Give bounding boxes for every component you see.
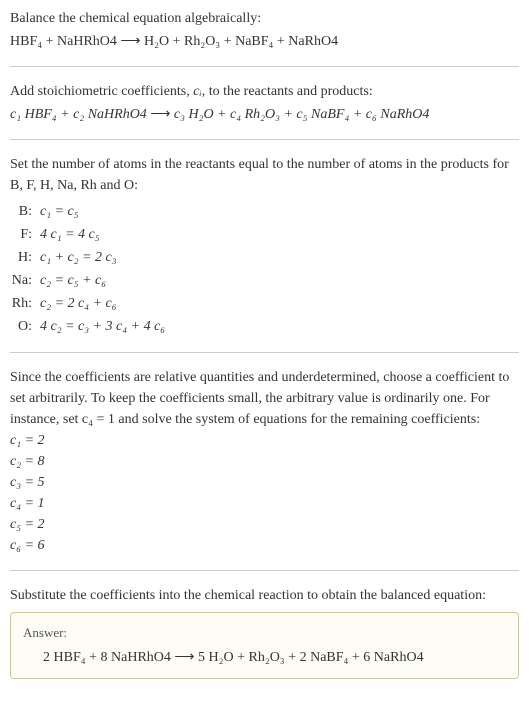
eq1-lhs: HBF₄ + NaHRhO4 bbox=[10, 34, 117, 49]
section-balance-intro: Balance the chemical equation algebraica… bbox=[10, 8, 519, 52]
table-row: B: c₁ = c₅ bbox=[10, 200, 171, 223]
coeff-value: c₅ = 2 bbox=[10, 514, 519, 535]
atom-eq: c₁ = c₅ bbox=[40, 200, 171, 223]
arrow-icon: ⟶ bbox=[120, 34, 140, 49]
table-row: O: 4 c₂ = c₃ + 3 c₄ + 4 c₆ bbox=[10, 315, 171, 338]
table-row: Na: c₂ = c₅ + c₆ bbox=[10, 269, 171, 292]
stoich-intro: Add stoichiometric coefficients, cᵢ, to … bbox=[10, 81, 519, 102]
coeff-value: c₁ = 2 bbox=[10, 430, 519, 451]
atom-label: B: bbox=[10, 200, 40, 223]
atom-eq: c₁ + c₂ = 2 c₃ bbox=[40, 246, 171, 269]
table-row: H: c₁ + c₂ = 2 c₃ bbox=[10, 246, 171, 269]
section-atom-equations: Set the number of atoms in the reactants… bbox=[10, 154, 519, 338]
answer-rhs: 5 H₂O + Rh₂O₃ + 2 NaBF₄ + 6 NaRhO4 bbox=[198, 650, 424, 665]
answer-label: Answer: bbox=[23, 623, 506, 643]
atom-eq: 4 c₁ = 4 c₅ bbox=[40, 223, 171, 246]
table-row: F: 4 c₁ = 4 c₅ bbox=[10, 223, 171, 246]
coeff-value: c₃ = 5 bbox=[10, 472, 519, 493]
eq2-lhs: c₁ HBF₄ + c₂ NaHRhO4 bbox=[10, 107, 147, 122]
table-row: Rh: c₂ = 2 c₄ + c₆ bbox=[10, 292, 171, 315]
divider bbox=[10, 570, 519, 571]
divider bbox=[10, 352, 519, 353]
atom-eq-intro: Set the number of atoms in the reactants… bbox=[10, 154, 519, 196]
section-stoichiometric: Add stoichiometric coefficients, cᵢ, to … bbox=[10, 81, 519, 125]
arrow-icon: ⟶ bbox=[174, 650, 194, 665]
divider bbox=[10, 66, 519, 67]
atom-eq: 4 c₂ = c₃ + 3 c₄ + 4 c₆ bbox=[40, 315, 171, 338]
eq1-rhs: H₂O + Rh₂O₃ + NaBF₄ + NaRhO4 bbox=[144, 34, 338, 49]
unbalanced-equation: HBF₄ + NaHRhO4 ⟶ H₂O + Rh₂O₃ + NaBF₄ + N… bbox=[10, 31, 519, 52]
solve-intro: Since the coefficients are relative quan… bbox=[10, 367, 519, 430]
substitute-intro: Substitute the coefficients into the che… bbox=[10, 585, 519, 606]
coeff-equation: c₁ HBF₄ + c₂ NaHRhO4 ⟶ c₃ H₂O + c₄ Rh₂O₃… bbox=[10, 104, 519, 125]
section-solve: Since the coefficients are relative quan… bbox=[10, 367, 519, 556]
balanced-equation: 2 HBF₄ + 8 NaHRhO4 ⟶ 5 H₂O + Rh₂O₃ + 2 N… bbox=[23, 647, 506, 668]
coeff-value: c₄ = 1 bbox=[10, 493, 519, 514]
answer-lhs: 2 HBF₄ + 8 NaHRhO4 bbox=[43, 650, 171, 665]
atom-label: O: bbox=[10, 315, 40, 338]
balance-intro-text: Balance the chemical equation algebraica… bbox=[10, 8, 519, 29]
atom-equation-table: B: c₁ = c₅ F: 4 c₁ = 4 c₅ H: c₁ + c₂ = 2… bbox=[10, 200, 171, 338]
atom-eq: c₂ = 2 c₄ + c₆ bbox=[40, 292, 171, 315]
atom-label: H: bbox=[10, 246, 40, 269]
stoich-var: cᵢ bbox=[193, 84, 201, 99]
atom-label: Rh: bbox=[10, 292, 40, 315]
divider bbox=[10, 139, 519, 140]
section-substitute: Substitute the coefficients into the che… bbox=[10, 585, 519, 679]
atom-eq: c₂ = c₅ + c₆ bbox=[40, 269, 171, 292]
stoich-intro-post: , to the reactants and products: bbox=[202, 84, 373, 99]
coeff-value: c₂ = 8 bbox=[10, 451, 519, 472]
arrow-icon: ⟶ bbox=[150, 107, 170, 122]
coeff-value: c₆ = 6 bbox=[10, 535, 519, 556]
atom-label: Na: bbox=[10, 269, 40, 292]
coefficient-list: c₁ = 2 c₂ = 8 c₃ = 5 c₄ = 1 c₅ = 2 c₆ = … bbox=[10, 430, 519, 556]
atom-label: F: bbox=[10, 223, 40, 246]
answer-box: Answer: 2 HBF₄ + 8 NaHRhO4 ⟶ 5 H₂O + Rh₂… bbox=[10, 612, 519, 679]
eq2-rhs: c₃ H₂O + c₄ Rh₂O₃ + c₅ NaBF₄ + c₆ NaRhO4 bbox=[174, 107, 429, 122]
stoich-intro-pre: Add stoichiometric coefficients, bbox=[10, 84, 193, 99]
